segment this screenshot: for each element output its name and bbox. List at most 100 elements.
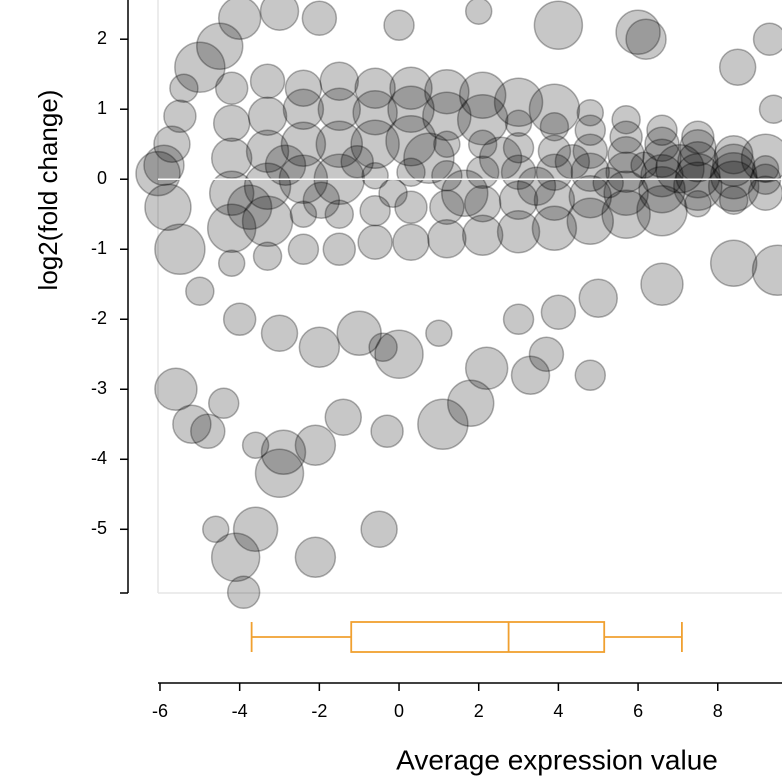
point: [144, 183, 192, 231]
point: [605, 151, 647, 193]
point: [465, 155, 500, 189]
point: [751, 154, 780, 183]
point: [352, 89, 398, 136]
point: [446, 379, 495, 428]
point: [317, 87, 362, 131]
point: [284, 69, 323, 107]
point: [392, 223, 430, 261]
point: [673, 161, 723, 211]
point: [294, 536, 337, 579]
point: [539, 111, 570, 142]
point: [357, 224, 393, 260]
point: [385, 114, 437, 167]
point: [252, 241, 283, 271]
point: [226, 575, 261, 610]
point: [493, 77, 544, 127]
y-tick-label: -1: [91, 238, 107, 258]
point: [655, 143, 705, 194]
point: [640, 262, 684, 306]
point: [570, 152, 611, 192]
point: [417, 398, 469, 451]
point: [374, 329, 424, 380]
point: [456, 93, 509, 146]
point: [324, 199, 355, 229]
point: [260, 429, 307, 476]
x-tick-label: 8: [713, 701, 723, 721]
point: [368, 332, 398, 363]
point: [718, 185, 749, 215]
point: [340, 144, 374, 179]
point: [498, 180, 539, 220]
point: [463, 184, 502, 223]
point: [217, 249, 246, 277]
point: [431, 159, 463, 192]
point: [540, 294, 577, 331]
point: [675, 152, 721, 199]
point: [217, 0, 262, 40]
y-tick-label: 2: [97, 28, 107, 48]
point: [298, 326, 341, 369]
point: [441, 169, 489, 217]
point: [289, 200, 318, 228]
point: [718, 48, 757, 86]
point: [361, 161, 389, 190]
point: [478, 136, 523, 180]
point: [528, 83, 581, 135]
point: [243, 162, 292, 210]
point: [282, 88, 325, 130]
point: [206, 203, 257, 253]
point: [574, 114, 607, 146]
point: [601, 189, 651, 239]
x-axis-label: Average expression value: [396, 744, 718, 775]
point: [322, 232, 357, 266]
point: [135, 150, 181, 197]
point: [241, 431, 270, 460]
point: [642, 138, 682, 178]
point: [607, 135, 645, 174]
point: [172, 404, 212, 445]
point: [427, 218, 467, 259]
point: [500, 154, 537, 190]
point: [496, 209, 541, 254]
point: [232, 506, 279, 553]
point: [315, 120, 364, 168]
point: [394, 190, 428, 224]
point: [302, 181, 341, 219]
point: [370, 414, 404, 449]
point: [533, 0, 584, 50]
point: [287, 233, 320, 265]
point: [747, 175, 782, 211]
point: [424, 68, 470, 115]
point: [615, 9, 661, 55]
point: [169, 73, 199, 103]
point: [301, 0, 338, 36]
point: [572, 133, 609, 169]
point: [609, 120, 643, 154]
point: [638, 165, 686, 214]
point: [350, 119, 400, 169]
point: [630, 151, 658, 179]
point: [568, 174, 613, 219]
point: [280, 121, 327, 167]
point: [185, 276, 215, 306]
point: [603, 170, 649, 216]
point: [387, 85, 435, 133]
point: [429, 189, 465, 225]
point: [510, 355, 551, 396]
point: [707, 160, 760, 212]
point: [210, 532, 261, 583]
point: [535, 153, 574, 191]
point: [212, 104, 251, 142]
x-tick-label: 6: [633, 701, 643, 721]
point: [143, 144, 185, 186]
point: [222, 302, 257, 337]
y-tick-label: -4: [91, 448, 107, 468]
point: [210, 137, 253, 179]
point: [574, 359, 607, 392]
point: [241, 195, 294, 247]
point: [502, 303, 535, 336]
point: [644, 126, 680, 162]
y-tick-label: -3: [91, 378, 107, 398]
